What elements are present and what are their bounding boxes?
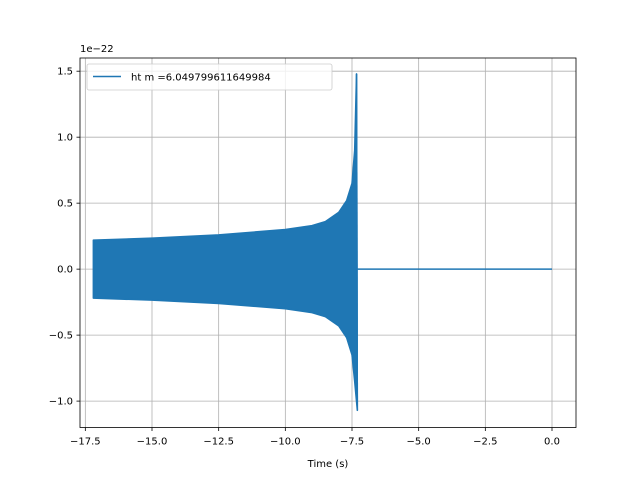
- y-tick-label: 0.5: [57, 199, 73, 210]
- y-tick-label: 1.5: [57, 67, 73, 78]
- x-tick-label: −7.5: [340, 437, 364, 448]
- x-tick-label: −2.5: [473, 437, 497, 448]
- series-layer: [92, 73, 552, 412]
- x-tick-label: −12.5: [203, 437, 234, 448]
- y-tick-label: −1.0: [49, 397, 73, 408]
- legend-label: ht m =6.049799611649984: [131, 73, 271, 84]
- plot-frame: [79, 57, 577, 428]
- x-tick-label: −10.0: [270, 437, 301, 448]
- y-tick-label: 0.0: [57, 265, 73, 276]
- y-tick-label: 1.0: [57, 133, 73, 144]
- legend-box: [86, 63, 333, 91]
- legend: ht m =6.049799611649984: [86, 63, 333, 91]
- y-tick-label: −0.5: [49, 331, 73, 342]
- waveform-band: [92, 73, 359, 412]
- x-tick-label: −5.0: [407, 437, 431, 448]
- ticks: −17.5 −15.0 −12.5 −10.0 −7.5 −5.0 −2.5 0.0 −1.0 −…: [49, 67, 560, 448]
- merger-spike: [355, 73, 359, 411]
- x-axis-label: Time (s): [307, 459, 349, 470]
- x-tick-label: 0.0: [544, 437, 560, 448]
- x-tick-label: −17.5: [70, 437, 101, 448]
- x-tick-label: −15.0: [137, 437, 168, 448]
- y-offset-label: 1e−22: [80, 44, 114, 55]
